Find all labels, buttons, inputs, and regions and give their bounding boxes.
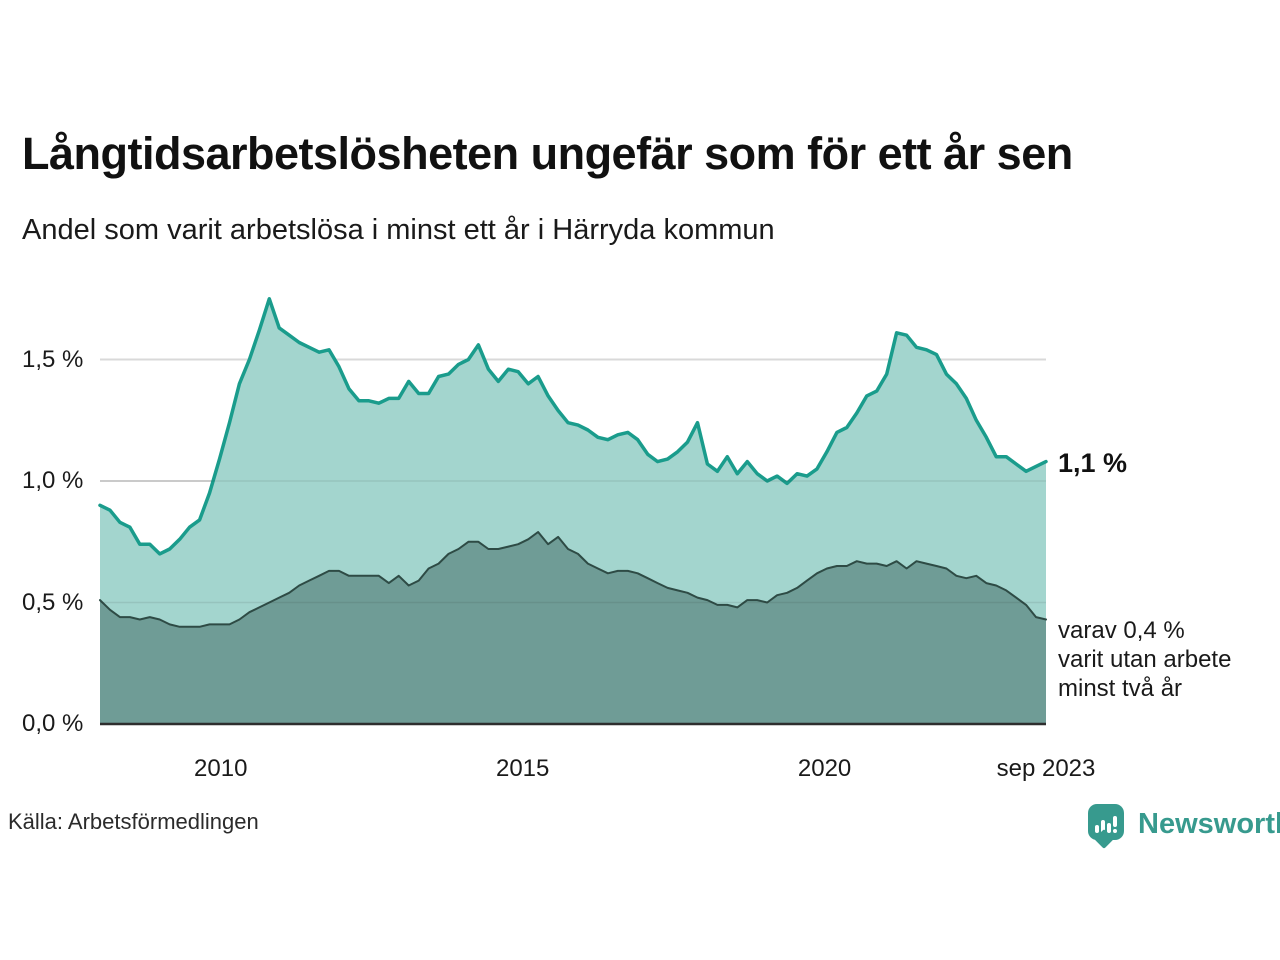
exclamation-icon (1113, 816, 1117, 833)
newsworthy-bar-chart-icon (1088, 804, 1124, 840)
secondary-series-label-line2: varit utan arbete (1058, 646, 1232, 673)
y-tick-1.5: 1,5 % (22, 345, 84, 373)
x-tick-2010: 2010 (194, 755, 248, 782)
chart-subtitle: Andel som varit arbetslösa i minst ett å… (22, 214, 775, 246)
x-tick-2020: 2020 (797, 755, 852, 782)
y-tick-1: 1,0 % (22, 467, 84, 494)
secondary-series-label: varav 0,4 % varit utan arbete minst två … (1058, 616, 1231, 703)
newsworthy-logo: Newsworthy (1088, 804, 1280, 841)
y-tick-0: 0,0 % (22, 710, 84, 737)
latest-value-label: 1,1 % (1058, 448, 1128, 478)
secondary-series-label-line3: minst två år (1058, 675, 1183, 702)
x-tick-2015: 2015 (495, 755, 550, 782)
x-tick-sep-2023: sep 2023 (996, 755, 1096, 782)
secondary-series-label-line1: varav 0,4 % (1058, 617, 1185, 644)
source-attribution: Källa: Arbetsförmedlingen (8, 809, 259, 834)
y-tick-0.5: 0,5 % (22, 588, 84, 616)
newsworthy-wordmark: Newsworthy (1138, 808, 1280, 840)
area-chart (98, 297, 1048, 726)
chart-title: Långtidsarbetslösheten ungefär som för e… (22, 128, 1073, 179)
